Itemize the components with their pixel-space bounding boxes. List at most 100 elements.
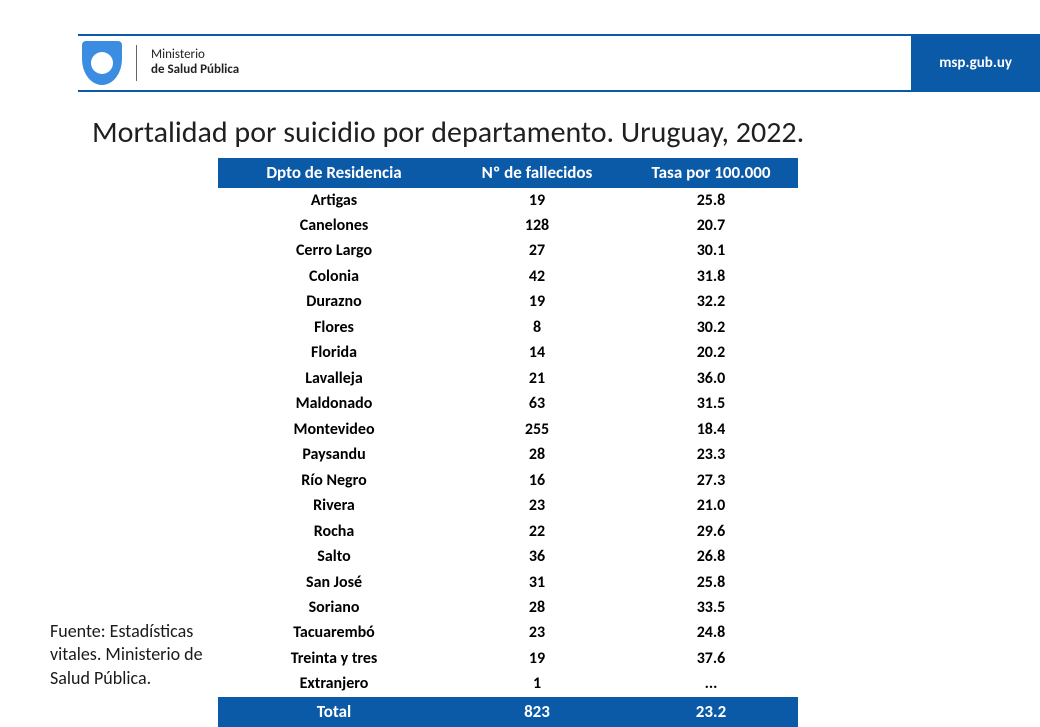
cell-department: Rocha [218,519,450,544]
cell-deaths: 8 [450,315,624,340]
cell-deaths: 1 [450,672,624,697]
cell-deaths: 19 [450,188,624,213]
table-row: Colonia4231.8 [218,264,798,289]
cell-deaths: 42 [450,264,624,289]
ministry-line2: de Salud Pública [151,63,239,78]
cell-rate: 20.7 [624,213,798,238]
cell-deaths: 36 [450,545,624,570]
table-row: Soriano2833.5 [218,596,798,621]
ministry-line1: Ministerio [151,48,239,63]
total-deaths: 823 [450,697,624,727]
cell-department: Cerro Largo [218,239,450,264]
cell-rate: 36.0 [624,366,798,391]
cell-deaths: 21 [450,366,624,391]
cell-department: Rivera [218,494,450,519]
total-label: Total [218,697,450,727]
cell-rate: 37.6 [624,646,798,671]
source-note: Fuente: Estadísticas vitales. Ministerio… [50,620,210,690]
sun-icon [91,52,113,74]
cell-deaths: 19 [450,646,624,671]
cell-department: Florida [218,341,450,366]
table-row: Paysandu2823.3 [218,443,798,468]
logo-divider [136,45,137,81]
cell-rate: 33.5 [624,596,798,621]
cell-department: Río Negro [218,468,450,493]
table-row: Treinta y tres1937.6 [218,646,798,671]
table-row: Cerro Largo2730.1 [218,239,798,264]
cell-deaths: 28 [450,596,624,621]
page-title: Mortalidad por suicidio por departamento… [92,114,804,151]
mortality-table: Dpto de Residencia Nº de fallecidos Tasa… [218,158,798,727]
cell-rate: ... [624,672,798,697]
cell-deaths: 19 [450,290,624,315]
cell-rate: 25.8 [624,570,798,595]
table-total-row: Total 823 23.2 [218,697,798,727]
cell-deaths: 16 [450,468,624,493]
header-bar: Ministerio de Salud Pública msp.gub.uy [78,34,1040,92]
cell-department: Lavalleja [218,366,450,391]
col-deaths: Nº de fallecidos [450,158,624,188]
table-row: Extranjero1... [218,672,798,697]
cell-rate: 27.3 [624,468,798,493]
cell-rate: 24.8 [624,621,798,646]
table-row: Rocha2229.6 [218,519,798,544]
cell-department: Paysandu [218,443,450,468]
cell-deaths: 31 [450,570,624,595]
table-row: Lavalleja2136.0 [218,366,798,391]
cell-rate: 32.2 [624,290,798,315]
cell-rate: 26.8 [624,545,798,570]
cell-deaths: 63 [450,392,624,417]
cell-department: Extranjero [218,672,450,697]
col-rate: Tasa por 100.000 [624,158,798,188]
col-department: Dpto de Residencia [218,158,450,188]
total-rate: 23.2 [624,697,798,727]
table-row: Río Negro1627.3 [218,468,798,493]
cell-rate: 31.8 [624,264,798,289]
table-row: Tacuarembó2324.8 [218,621,798,646]
cell-deaths: 22 [450,519,624,544]
table-header-row: Dpto de Residencia Nº de fallecidos Tasa… [218,158,798,188]
table-row: Flores830.2 [218,315,798,340]
cell-rate: 30.2 [624,315,798,340]
table-row: Salto3626.8 [218,545,798,570]
cell-rate: 25.8 [624,188,798,213]
cell-deaths: 14 [450,341,624,366]
cell-department: Treinta y tres [218,646,450,671]
table-row: Rivera2321.0 [218,494,798,519]
cell-deaths: 23 [450,621,624,646]
cell-department: Maldonado [218,392,450,417]
cell-department: Montevideo [218,417,450,442]
cell-rate: 18.4 [624,417,798,442]
cell-deaths: 27 [450,239,624,264]
cell-department: Salto [218,545,450,570]
cell-rate: 29.6 [624,519,798,544]
cell-department: Durazno [218,290,450,315]
cell-department: Tacuarembó [218,621,450,646]
table-row: Florida1420.2 [218,341,798,366]
cell-department: Colonia [218,264,450,289]
cell-rate: 30.1 [624,239,798,264]
cell-department: Artigas [218,188,450,213]
site-url: msp.gub.uy [911,36,1040,90]
cell-rate: 20.2 [624,341,798,366]
cell-department: Flores [218,315,450,340]
cell-rate: 21.0 [624,494,798,519]
cell-deaths: 28 [450,443,624,468]
cell-deaths: 128 [450,213,624,238]
table-row: Canelones12820.7 [218,213,798,238]
table-row: Durazno1932.2 [218,290,798,315]
cell-department: Canelones [218,213,450,238]
cell-rate: 31.5 [624,392,798,417]
table-row: Montevideo25518.4 [218,417,798,442]
table-row: San José3125.8 [218,570,798,595]
shield-icon [82,41,122,85]
table-row: Maldonado6331.5 [218,392,798,417]
ministry-name: Ministerio de Salud Pública [151,48,239,78]
cell-deaths: 23 [450,494,624,519]
table-row: Artigas1925.8 [218,188,798,213]
cell-department: San José [218,570,450,595]
cell-department: Soriano [218,596,450,621]
cell-deaths: 255 [450,417,624,442]
ministry-logo: Ministerio de Salud Pública [78,41,239,85]
cell-rate: 23.3 [624,443,798,468]
